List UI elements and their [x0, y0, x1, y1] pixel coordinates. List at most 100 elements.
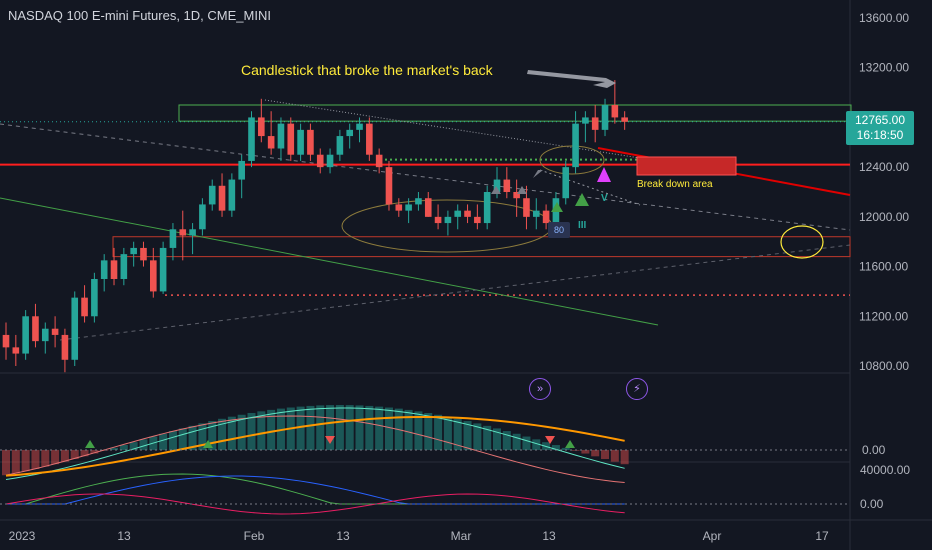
candle-body	[150, 260, 157, 292]
macd-histogram-bar	[247, 412, 256, 450]
candle-body	[32, 316, 39, 342]
green-trendline	[0, 197, 659, 326]
macd-histogram-bar	[414, 411, 423, 450]
macd-histogram-bar	[2, 450, 10, 476]
macd-histogram-bar	[267, 409, 276, 450]
candle-body	[140, 247, 147, 261]
candle-body	[287, 123, 295, 155]
candle-body	[208, 185, 216, 205]
last-price-badge: 12765.00 16:18:50	[846, 111, 914, 145]
candle-body	[258, 117, 265, 137]
candle-body	[562, 167, 570, 199]
macd-histogram-bar	[326, 405, 335, 450]
candle-body	[572, 123, 579, 168]
candle-body	[238, 160, 245, 180]
candle-body	[91, 279, 98, 317]
badge-80: 80	[548, 222, 570, 238]
oscillator-pink-line	[5, 493, 625, 515]
candle-body	[336, 136, 344, 155]
consolidation-ellipse	[341, 199, 553, 253]
support-zone	[112, 236, 851, 258]
date-tick-label: Apr	[703, 529, 722, 543]
candle-body	[483, 192, 491, 224]
wave-label-iii: III	[578, 220, 587, 231]
breakdown-area-box	[636, 156, 737, 176]
date-tick-label: 17	[815, 529, 829, 543]
fast-forward-icon[interactable]: »	[529, 378, 551, 400]
candle-body	[591, 117, 599, 130]
macd-histogram-bar	[532, 439, 541, 450]
candle-body	[2, 334, 10, 348]
price-tick-label: 10800.00	[859, 359, 909, 373]
lightning-icon[interactable]: ⚡	[626, 378, 648, 400]
price-tick-label: 13200.00	[859, 61, 909, 75]
macd-histogram-bar	[178, 428, 187, 450]
macd-histogram-bar	[257, 411, 266, 450]
candle-body	[189, 229, 196, 236]
candle-body	[228, 179, 236, 211]
candle-body	[395, 204, 403, 211]
macd-histogram-bar	[483, 425, 492, 450]
gray-triangle-marker	[491, 186, 501, 194]
candle-body	[307, 129, 314, 155]
resistance-zone	[178, 104, 852, 122]
macd-histogram-bar	[375, 406, 384, 450]
macd-histogram-bar	[11, 450, 20, 474]
macd-histogram-bar	[581, 450, 590, 454]
oscillator-blue-line	[6, 475, 625, 505]
macd-signal-marker	[565, 440, 575, 448]
candle-body	[375, 154, 383, 168]
candle-body	[100, 260, 108, 279]
candle-body	[81, 297, 88, 317]
candle-body	[513, 192, 520, 199]
date-tick-label: 2023	[9, 529, 36, 543]
macd-line	[5, 407, 625, 480]
gray-triangle-marker	[533, 170, 543, 178]
candle-body	[120, 254, 128, 279]
breakout-ellipse	[539, 145, 605, 175]
oscillator-tick-label: 40000.00	[860, 463, 910, 477]
candle-body	[444, 216, 452, 224]
candle-body	[405, 204, 412, 211]
macd-histogram-bar	[129, 442, 138, 450]
candle-body	[179, 229, 187, 236]
price-tick-label: 13600.00	[859, 11, 909, 25]
candle-body	[326, 154, 334, 168]
candle-body	[356, 123, 363, 130]
macd-histogram-bar	[159, 433, 168, 450]
candle-body	[611, 105, 619, 118]
candle-body	[316, 154, 324, 168]
macd-histogram-bar	[384, 407, 393, 450]
macd-histogram-bar	[237, 414, 246, 450]
countdown-timer: 16:18:50	[856, 128, 904, 142]
annotation-main-note: Candlestick that broke the market's back	[241, 62, 493, 78]
macd-histogram-bar	[306, 405, 315, 450]
macd-signal-marker	[203, 440, 213, 448]
candle-body	[110, 260, 118, 279]
macd-histogram-bar	[473, 423, 482, 450]
candle-body	[248, 117, 255, 161]
macd-histogram-bar	[80, 450, 89, 457]
candle-body	[51, 328, 59, 335]
macd-signal-marker	[325, 436, 335, 444]
macd-histogram-bar	[21, 450, 30, 472]
last-price-value: 12765.00	[854, 113, 906, 127]
candle-body	[297, 129, 304, 155]
candle-body	[130, 247, 137, 255]
macd-histogram-bar	[610, 450, 619, 462]
macd-histogram-bar	[208, 421, 217, 450]
macd-histogram-bar	[591, 450, 600, 457]
macd-histogram-bar	[453, 418, 462, 450]
lower-dashed-trendline	[59, 244, 851, 341]
macd-histogram-bar	[493, 428, 501, 450]
date-tick-label: 13	[117, 529, 131, 543]
gray-dotted-trendline	[264, 99, 641, 159]
macd-histogram-bar	[335, 405, 344, 450]
candle-body	[61, 334, 69, 360]
macd-red-line	[5, 415, 625, 484]
macd-histogram-bar	[188, 425, 197, 450]
macd-histogram-bar	[90, 450, 99, 454]
candle-body	[22, 316, 29, 354]
macd-signal-marker	[85, 440, 95, 448]
